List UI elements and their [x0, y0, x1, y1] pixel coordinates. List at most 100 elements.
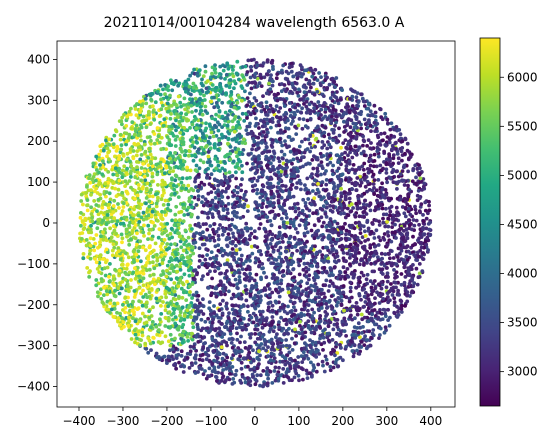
- scatter-point: [295, 109, 300, 113]
- scatter-point: [196, 340, 201, 344]
- scatter-point: [278, 251, 283, 256]
- scatter-point: [368, 279, 373, 284]
- scatter-point: [341, 256, 346, 261]
- scatter-point: [270, 245, 275, 250]
- scatter-point: [223, 110, 228, 115]
- scatter-point: [248, 91, 252, 96]
- scatter-point: [331, 138, 336, 143]
- scatter-point: [266, 354, 270, 358]
- scatter-point: [218, 263, 223, 268]
- scatter-point: [176, 222, 181, 227]
- scatter-point: [325, 270, 329, 275]
- scatter-point: [259, 342, 264, 346]
- scatter-point: [161, 103, 165, 108]
- scatter-point: [244, 221, 249, 226]
- scatter-point: [333, 123, 337, 128]
- scatter-point: [293, 308, 298, 313]
- scatter-point: [297, 117, 302, 121]
- scatter-point: [345, 267, 350, 271]
- scatter-point: [105, 154, 109, 159]
- scatter-point: [227, 289, 231, 294]
- scatter-point: [164, 295, 169, 300]
- scatter-point: [324, 357, 329, 362]
- scatter-point: [158, 160, 163, 165]
- scatter-point: [205, 203, 210, 208]
- scatter-point: [372, 308, 377, 312]
- scatter-point: [279, 281, 283, 286]
- scatter-point: [303, 137, 308, 142]
- scatter-point: [204, 352, 209, 357]
- scatter-point: [166, 339, 171, 344]
- scatter-point: [173, 321, 178, 326]
- scatter-point: [115, 301, 120, 306]
- scatter-point: [304, 110, 309, 115]
- scatter-point: [236, 286, 240, 291]
- scatter-point: [380, 181, 384, 186]
- scatter-point: [113, 128, 118, 133]
- scatter-point: [168, 93, 172, 98]
- scatter-point: [124, 201, 129, 205]
- scatter-point: [324, 314, 328, 318]
- scatter-point: [87, 173, 92, 178]
- scatter-point: [122, 164, 127, 169]
- scatter-point: [168, 301, 172, 306]
- scatter-point: [125, 262, 130, 267]
- scatter-point: [386, 307, 390, 312]
- scatter-point: [241, 148, 246, 152]
- scatter-point: [396, 309, 400, 314]
- scatter-point: [285, 77, 290, 82]
- scatter-point: [95, 168, 99, 172]
- scatter-point: [322, 321, 327, 325]
- scatter-point: [419, 240, 424, 245]
- scatter-point: [271, 164, 275, 169]
- chart-title: 20211014/00104284 wavelength 6563.0 A: [104, 15, 405, 31]
- scatter-point: [165, 160, 169, 165]
- scatter-point: [295, 201, 300, 206]
- scatter-point: [112, 133, 117, 138]
- scatter-point: [284, 215, 289, 220]
- scatter-point: [374, 251, 379, 256]
- scatter-point: [288, 206, 292, 211]
- scatter-point: [247, 237, 252, 242]
- scatter-point: [135, 258, 140, 263]
- scatter-point: [128, 147, 133, 151]
- scatter-point: [224, 304, 229, 309]
- scatter-point: [365, 189, 369, 194]
- scatter-point: [159, 169, 164, 174]
- scatter-point: [172, 307, 177, 312]
- scatter-point: [305, 261, 310, 266]
- scatter-point: [163, 334, 168, 339]
- scatter-point: [174, 164, 179, 169]
- scatter-point: [410, 179, 415, 184]
- scatter-point: [323, 354, 328, 359]
- scatter-point: [369, 285, 374, 290]
- scatter-point: [296, 355, 301, 359]
- scatter-point: [200, 77, 204, 82]
- scatter-point: [359, 297, 363, 302]
- scatter-point: [407, 273, 412, 278]
- scatter-point: [181, 136, 185, 141]
- scatter-point: [276, 130, 280, 135]
- scatter-point: [399, 307, 404, 311]
- scatter-point: [169, 226, 174, 231]
- scatter-point: [235, 263, 240, 268]
- scatter-point: [399, 310, 404, 314]
- scatter-point: [323, 295, 327, 300]
- scatter-point: [129, 175, 133, 179]
- scatter-point: [282, 83, 287, 87]
- scatter-point: [235, 331, 239, 336]
- scatter-point: [200, 112, 205, 117]
- scatter-point: [177, 176, 182, 181]
- scatter-point: [344, 228, 349, 233]
- scatter-point: [361, 246, 366, 251]
- scatter-point: [277, 255, 282, 260]
- scatter-point: [267, 287, 272, 291]
- scatter-point: [200, 254, 205, 259]
- scatter-point: [207, 366, 212, 371]
- scatter-point: [406, 169, 410, 174]
- scatter-point: [342, 125, 347, 129]
- scatter-point: [302, 102, 306, 106]
- scatter-point: [147, 290, 152, 295]
- scatter-point: [372, 159, 377, 163]
- scatter-point: [344, 237, 348, 242]
